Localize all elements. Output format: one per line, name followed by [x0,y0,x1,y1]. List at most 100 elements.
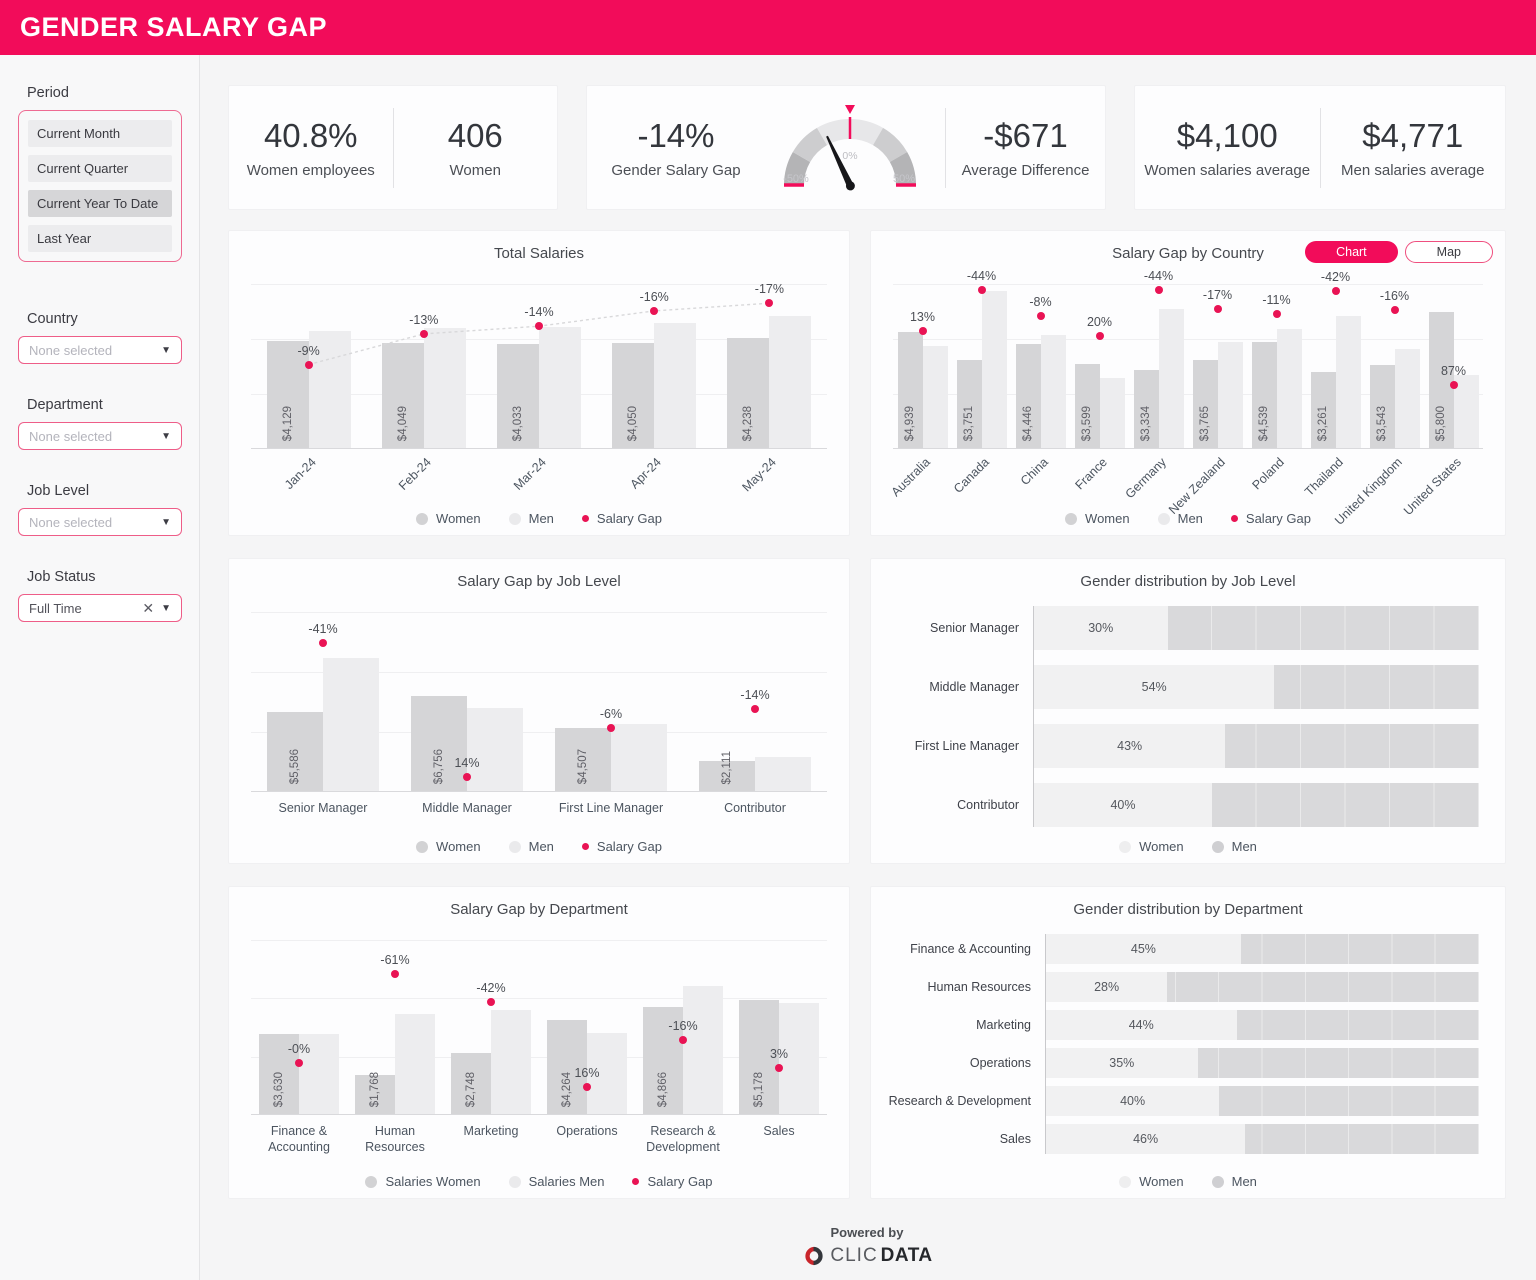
bar-men[interactable] [299,1033,339,1114]
salary-gap-dot[interactable] [765,299,774,308]
salary-gap-dot[interactable] [295,1058,303,1067]
bar-men[interactable] [1335,316,1361,448]
bar-women[interactable]: $3,751 [956,360,982,448]
bar-men[interactable] [491,1009,531,1114]
bar-men[interactable] [587,1032,627,1114]
legend-item-men[interactable]: Men [508,511,554,526]
bar-men[interactable] [1453,375,1479,448]
bar-men[interactable] [395,1014,435,1114]
bar-women[interactable]: $4,238 [727,338,770,448]
bar-women[interactable]: $1,768 [355,1072,395,1114]
bar-women[interactable]: $4,033 [497,343,539,448]
bar-men[interactable] [1099,377,1125,448]
distribution-bar[interactable]: 40% [1046,1086,1479,1116]
bar-men[interactable] [654,323,697,448]
bar-men[interactable] [1394,349,1420,448]
clear-selection-icon[interactable]: ✕ [142,600,155,616]
salary-gap-dot[interactable] [918,327,927,336]
bar-men[interactable] [539,326,581,448]
legend-item-women[interactable]: Women [416,511,481,526]
bar-men[interactable] [1040,334,1066,448]
bar-women[interactable]: $4,050 [612,343,655,448]
bar-women[interactable]: $3,765 [1192,359,1218,448]
salary-gap-dot[interactable] [650,306,659,315]
salary-gap-dot[interactable] [1390,306,1399,315]
bar-men[interactable] [423,327,466,448]
salary-gap-dot[interactable] [1331,287,1340,296]
legend-item-women[interactable]: Women [416,839,481,854]
legend-item-men[interactable]: Men [508,839,554,854]
salary-gap-dot[interactable] [463,773,471,782]
salary-gap-dot[interactable] [977,285,986,294]
job-status-select[interactable]: Full Time ✕ ▼ [18,594,182,622]
bar-men[interactable] [779,1003,819,1114]
distribution-bar[interactable]: 43% [1034,724,1479,768]
bar-women[interactable]: $4,507 [555,727,611,791]
bar-women[interactable]: $3,261 [1310,371,1336,448]
salary-gap-dot[interactable] [419,329,428,338]
bar-men[interactable] [683,986,723,1114]
legend-item-salary-gap[interactable]: Salary Gap [581,839,662,854]
bar-men[interactable] [611,723,667,791]
salary-gap-dot[interactable] [583,1083,591,1092]
country-select[interactable]: None selected ▼ [18,336,182,364]
bar-women[interactable]: $2,748 [451,1053,491,1114]
bar-women[interactable]: $2,111 [699,751,755,791]
salary-gap-dot[interactable] [607,724,615,733]
salary-gap-dot[interactable] [1272,309,1281,318]
bar-men[interactable] [981,291,1007,448]
job-level-select[interactable]: None selected ▼ [18,508,182,536]
distribution-bar[interactable]: 45% [1046,934,1479,964]
salary-gap-dot[interactable] [775,1063,783,1072]
bar-women[interactable]: $4,939 [897,332,923,448]
bar-women[interactable]: $3,334 [1133,370,1159,448]
period-option-current-month[interactable]: Current Month [28,120,172,147]
bar-men[interactable] [769,316,812,448]
salary-gap-dot[interactable] [1095,332,1104,341]
salary-gap-dot[interactable] [319,638,327,647]
bar-women[interactable]: $5,800 [1428,312,1454,448]
legend-item-salary-gap[interactable]: Salary Gap [632,1174,713,1189]
bar-women[interactable]: $6,756 [411,696,467,791]
distribution-bar[interactable]: 44% [1046,1010,1479,1040]
bar-women[interactable]: $5,178 [739,999,779,1114]
distribution-bar[interactable]: 28% [1046,972,1479,1002]
bar-women[interactable]: $3,543 [1369,365,1395,448]
salary-gap-dot[interactable] [535,322,543,331]
bar-men[interactable] [1158,308,1184,448]
bar-men[interactable] [755,756,811,791]
bar-women[interactable]: $4,129 [266,341,309,448]
bar-women[interactable]: $4,049 [381,343,424,448]
bar-men[interactable] [467,707,523,791]
map-toggle-button[interactable]: Map [1404,241,1493,263]
salary-gap-dot[interactable] [1154,285,1163,294]
distribution-bar[interactable]: 40% [1034,783,1479,827]
legend-item-women[interactable]: Women [1119,839,1184,854]
bar-women[interactable]: $3,599 [1074,363,1100,448]
salary-gap-dot[interactable] [487,997,495,1006]
salary-gap-dot[interactable] [1036,312,1045,320]
legend-item-salaries-men[interactable]: Salaries Men [508,1174,604,1189]
bar-men[interactable] [1217,341,1243,448]
salary-gap-dot[interactable] [1213,305,1222,314]
bar-women[interactable]: $3,630 [259,1033,299,1114]
salary-gap-dot[interactable] [679,1036,687,1044]
distribution-bar[interactable]: 30% [1034,606,1479,650]
legend-item-women[interactable]: Women [1119,1174,1184,1189]
period-option-last-year[interactable]: Last Year [28,225,172,252]
salary-gap-dot[interactable] [1449,381,1458,389]
salary-gap-dot[interactable] [304,360,313,369]
period-option-current-quarter[interactable]: Current Quarter [28,155,172,182]
bar-women[interactable]: $4,446 [1015,344,1041,448]
salary-gap-dot[interactable] [751,704,759,713]
legend-item-men[interactable]: Men [1211,839,1257,854]
bar-women[interactable]: $4,264 [547,1020,587,1114]
distribution-bar[interactable]: 46% [1046,1124,1479,1154]
legend-item-men[interactable]: Men [1211,1174,1257,1189]
bar-men[interactable] [323,657,379,791]
legend-item-salary-gap[interactable]: Salary Gap [581,511,662,526]
bar-women[interactable]: $5,586 [267,712,323,791]
bar-men[interactable] [1276,328,1302,448]
legend-item-men[interactable]: Men [1157,511,1203,526]
bar-men[interactable] [922,345,948,448]
